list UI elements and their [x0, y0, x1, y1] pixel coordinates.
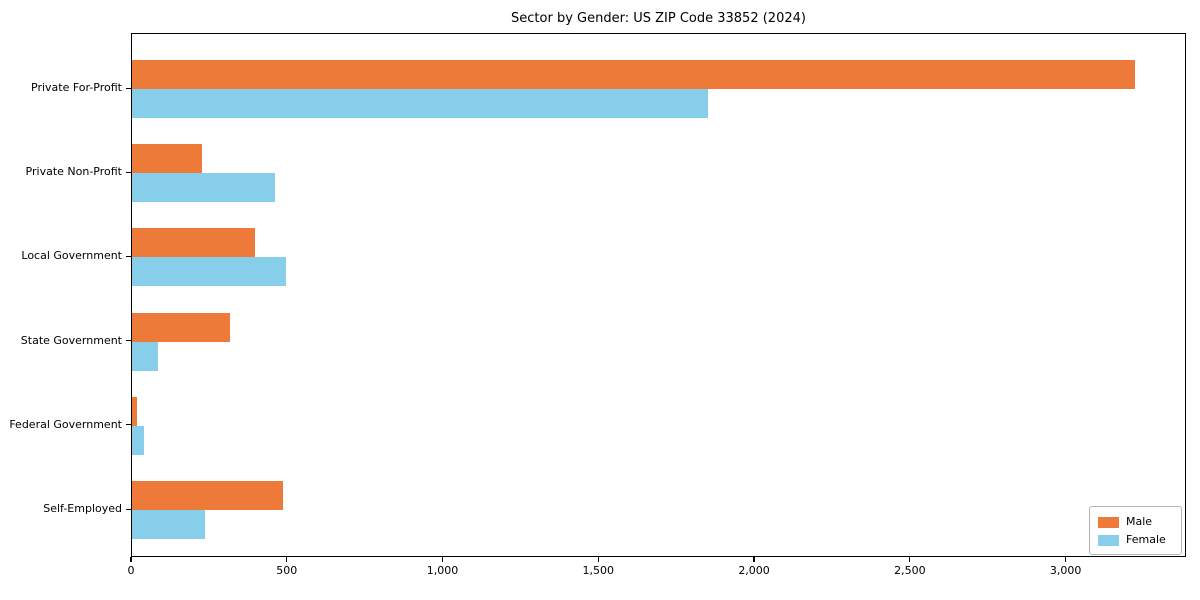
y-tick-label-private-non-profit: Private Non-Profit — [25, 165, 122, 179]
x-tick-mark — [1065, 557, 1067, 562]
y-tick-mark — [126, 87, 131, 89]
legend-item-female: Female — [1098, 531, 1173, 549]
x-tick-label: 0 — [127, 564, 135, 577]
x-tick-mark — [286, 557, 288, 562]
bar-male-state-government — [132, 312, 231, 342]
x-tick-mark — [909, 557, 911, 562]
bar-female-federal-government — [132, 425, 145, 455]
legend-swatch-female — [1098, 534, 1119, 546]
legend-swatch-male — [1098, 516, 1119, 528]
y-tick-mark — [126, 340, 131, 342]
x-tick-mark — [130, 557, 132, 562]
y-tick-label-state-government: State Government — [20, 333, 122, 347]
x-tick-label: 3,000 — [1049, 564, 1082, 577]
y-tick-mark — [126, 255, 131, 258]
chart-title: Sector by Gender: US ZIP Code 33852 (202… — [511, 11, 806, 26]
x-tick-label: 2,000 — [738, 564, 770, 577]
plot-area — [131, 33, 1186, 557]
bar-female-self-employed — [132, 510, 206, 539]
x-tick-label: 1,500 — [582, 564, 615, 577]
bar-male-self-employed — [132, 481, 284, 510]
x-tick-mark — [597, 557, 599, 562]
legend-label-male: Male — [1126, 515, 1153, 528]
bar-female-private-non-profit — [132, 173, 276, 203]
bar-female-private-for-profit — [132, 89, 709, 118]
bar-female-local-government — [132, 257, 287, 287]
legend-label-female: Female — [1126, 533, 1166, 546]
x-tick-mark — [441, 557, 444, 562]
y-tick-mark — [126, 424, 131, 426]
bar-male-federal-government — [132, 396, 137, 426]
y-tick-mark — [126, 508, 131, 510]
legend: Male Female — [1089, 506, 1182, 555]
y-tick-label-private-for-profit: Private For-Profit — [31, 81, 122, 94]
x-tick-mark — [753, 557, 755, 562]
x-tick-label: 1,000 — [426, 564, 459, 577]
bar-male-private-non-profit — [132, 144, 203, 174]
y-tick-label-local-government: Local Government — [21, 249, 122, 263]
bar-male-private-for-profit — [132, 60, 1136, 89]
bar-male-local-government — [132, 228, 256, 258]
bar-female-state-government — [132, 341, 159, 371]
y-tick-label-federal-government: Federal Government — [9, 417, 122, 431]
x-tick-label: 2,500 — [894, 564, 926, 577]
y-tick-label-self-employed: Self-Employed — [43, 502, 122, 515]
legend-item-male: Male — [1098, 513, 1173, 531]
y-tick-mark — [126, 171, 131, 173]
x-tick-label: 500 — [276, 564, 298, 577]
